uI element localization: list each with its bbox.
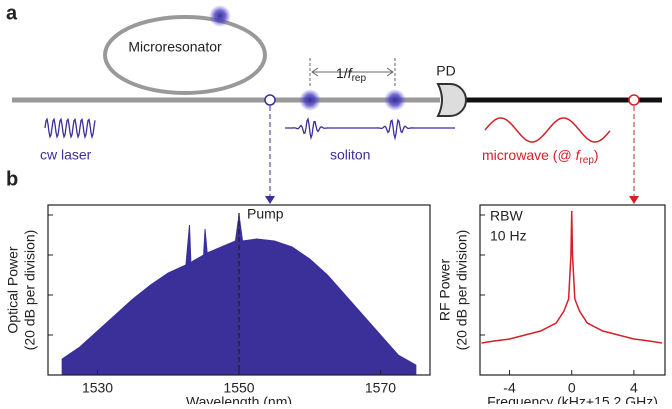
x-tick-label: 1530: [82, 380, 113, 396]
arrow: [311, 67, 394, 77]
panel-label: b: [6, 168, 18, 190]
soliton-dot: [384, 89, 406, 111]
x-tick-label: 4: [630, 380, 638, 396]
microwave-label: microwave (@ frep): [482, 147, 599, 166]
tap: [264, 94, 276, 106]
x-axis-label: Frequency (kHz+15.2 GHz): [487, 394, 658, 404]
wave: [284, 117, 455, 141]
resonator-label: Microresonator: [128, 39, 222, 55]
x-tick-label: -4: [503, 380, 516, 396]
x-tick-label: 1550: [223, 380, 254, 396]
wave: [484, 117, 611, 143]
annotation: RBW: [490, 208, 523, 224]
tap: [628, 94, 640, 106]
spectrum-line: [481, 210, 663, 344]
text: rep: [579, 155, 594, 166]
text: rep: [352, 73, 367, 84]
annotation: Pump: [247, 206, 284, 222]
arrow-head: [629, 196, 639, 204]
x-axis-label: Wavelength (nm): [186, 394, 292, 404]
cw-label: cw laser: [40, 147, 92, 163]
charts: 1530 1550 1570 Wavelength (nm) Optical Power…: [5, 204, 666, 409]
soliton-dot: [209, 5, 231, 27]
soliton-label: soliton: [330, 147, 370, 163]
annotation: 10 Hz: [490, 228, 527, 244]
x-tick-label: 0: [568, 380, 576, 396]
text: microwave (@: [482, 147, 576, 163]
wave: [44, 117, 96, 140]
text: ): [594, 147, 599, 163]
axes-frame: [479, 204, 666, 376]
y-axis-label: (20 dB per division): [22, 230, 38, 351]
text: 1/: [336, 65, 348, 81]
x-tick-label: 1570: [365, 380, 396, 396]
text: f: [576, 147, 582, 163]
soliton-dot: [299, 89, 321, 111]
resonator: [103, 15, 267, 95]
pd-label: PD: [436, 63, 455, 79]
y-axis-label: (20 dB per division): [454, 230, 470, 351]
spacing-label: 1/frep: [336, 65, 366, 84]
photodiode: [436, 83, 467, 117]
panel-label: a: [6, 2, 18, 24]
y-axis-label: RF Power: [437, 259, 453, 322]
y-axis-label: Optical Power: [5, 246, 21, 333]
text: f: [348, 65, 354, 81]
arrow-head: [265, 196, 275, 204]
